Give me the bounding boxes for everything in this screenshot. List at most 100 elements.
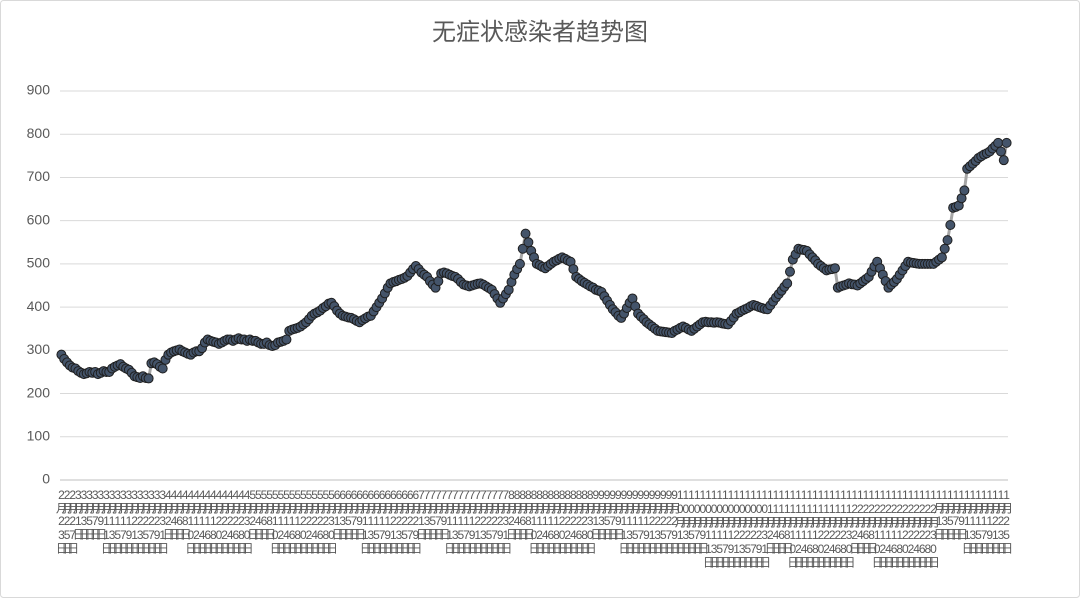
x-tick-label: 9月27日 [662, 488, 676, 554]
x-tick-label: 7月1日 [414, 488, 428, 540]
x-tick-label: 6月19日 [381, 488, 395, 554]
x-tick-label: 7月27日 [488, 488, 502, 554]
x-tick-label: 9月15日 [628, 488, 642, 554]
x-tick-label: 3月17日 [116, 488, 130, 554]
x-tick-label: 3月15日 [111, 488, 125, 554]
x-tick-label: 1月5日 [943, 488, 957, 540]
x-tick-label: 11月18日 [808, 488, 822, 568]
x-tick-label: 11月4日 [769, 488, 783, 554]
y-tick-label: 600 [27, 211, 51, 227]
x-tick-label: 12月30日 [926, 488, 940, 568]
x-tick-label: 9月9日 [611, 488, 625, 540]
marker [945, 219, 956, 230]
x-tick-label: 4月2日 [161, 488, 175, 540]
x-tick-label: 4月18日 [206, 488, 220, 554]
x-tick-label: 7月5日 [426, 488, 440, 540]
x-tick-label: 6月25日 [398, 488, 412, 554]
marker [1001, 137, 1012, 148]
x-tick-label: 8月18日 [550, 488, 564, 554]
x-tick-label: 12月2日 [848, 488, 862, 554]
x-tick-label: 11月30日 [842, 488, 856, 568]
x-tick-label: 5月20日 [296, 488, 310, 554]
x-tick-label: 5月26日 [313, 488, 327, 554]
x-tick-label: 10月15日 [713, 488, 727, 568]
x-tick-label: 10月21日 [730, 488, 744, 568]
x-tick-label: 10月17日 [718, 488, 732, 568]
x-tick-label: 8月2日 [504, 488, 518, 540]
x-tick-label: 4月6日 [173, 488, 187, 540]
x-tick-label: 9月29日 [668, 488, 682, 554]
marker [939, 243, 950, 254]
x-tick-label: 6月27日 [403, 488, 417, 554]
x-tick-label: 4月10日 [184, 488, 198, 554]
marker [281, 334, 292, 345]
x-tick-label: 4月26日 [229, 488, 243, 554]
x-tick-label: 7月25日 [482, 488, 496, 554]
x-tick-label: 3月31日 [156, 488, 170, 554]
x-tick-label: 10月3日 [679, 488, 693, 554]
x-tick-label: 6月23日 [392, 488, 406, 554]
x-tick-label: 11月26日 [831, 488, 845, 568]
x-tick-label: 12月14日 [881, 488, 895, 568]
marker [829, 263, 840, 274]
x-tick-label: 11月10日 [786, 488, 800, 568]
y-tick-label: 800 [27, 125, 51, 141]
y-tick-label: 500 [27, 255, 51, 271]
x-tick-label: 8月22日 [561, 488, 575, 554]
x-tick-label: 5月18日 [291, 488, 305, 554]
x-tick-label: 3月7日 [88, 488, 102, 540]
x-tick-label: 9月19日 [640, 488, 654, 554]
x-tick-label: 12月6日 [859, 488, 873, 554]
x-tick-label: 4月14日 [195, 488, 209, 554]
marker [520, 228, 531, 239]
x-tick-label: 1月9日 [955, 488, 969, 540]
x-tick-label: 7月23日 [476, 488, 490, 554]
x-tick-label: 5月12日 [274, 488, 288, 554]
x-tick-label: 6月21日 [386, 488, 400, 554]
x-tick-label: 3月29日 [150, 488, 164, 554]
x-tick-label: 10月9日 [696, 488, 710, 554]
x-tick-label: 8月16日 [544, 488, 558, 554]
x-tick-label: 12月4日 [853, 488, 867, 554]
x-tick-label: 1月13日 [966, 488, 980, 554]
x-tick-label: 12月20日 [898, 488, 912, 568]
x-tick-label: 3月23日 [133, 488, 147, 554]
x-tick-label: 7月17日 [459, 488, 473, 554]
x-tick-label: 12月18日 [893, 488, 907, 568]
x-tick-label: 5月10日 [268, 488, 282, 554]
x-tick-label: 3月25日 [139, 488, 153, 554]
x-tick-label: 7月29日 [493, 488, 507, 554]
x-tick-label: 5月24日 [308, 488, 322, 554]
x-tick-label: 5月6日 [257, 488, 271, 540]
x-tick-label: 4月20日 [212, 488, 226, 554]
marker [959, 185, 970, 196]
x-tick-label: 12月12日 [876, 488, 890, 568]
marker [157, 363, 168, 374]
x-tick-label: 12月8日 [865, 488, 879, 554]
x-tick-label: 3月5日 [83, 488, 97, 540]
marker [143, 373, 154, 384]
y-tick-label: 400 [27, 298, 51, 314]
x-tick-label: 9月13日 [623, 488, 637, 554]
x-tick-label: 7月31日 [499, 488, 513, 554]
marker [782, 278, 793, 289]
x-tick-label: 4月16日 [201, 488, 215, 554]
x-tick-label: 8月26日 [572, 488, 586, 554]
x-tick-label: 11月22日 [820, 488, 834, 568]
x-tick-label: 10月5日 [685, 488, 699, 554]
x-tick-label: 6月29日 [409, 488, 423, 554]
x-tick-label: 3月21日 [128, 488, 142, 554]
x-tick-label: 6月7日 [347, 488, 361, 540]
x-tick-label: 1月19日 [983, 488, 997, 554]
x-tick-label: 12月22日 [904, 488, 918, 568]
x-tick-label: 7月9日 [437, 488, 451, 540]
y-tick-label: 700 [27, 168, 51, 184]
x-tick-label: 12月28日 [921, 488, 935, 568]
x-tick-label: 9月5日 [600, 488, 614, 540]
x-tick-label: 1月1日 [932, 488, 946, 540]
x-tick-label: 3月3日 [77, 488, 91, 540]
x-tick-label: 5月8日 [263, 488, 277, 540]
x-tick-label: 6月13日 [364, 488, 378, 554]
x-tick-label: 10月7日 [690, 488, 704, 554]
y-tick-label: 100 [27, 427, 51, 443]
